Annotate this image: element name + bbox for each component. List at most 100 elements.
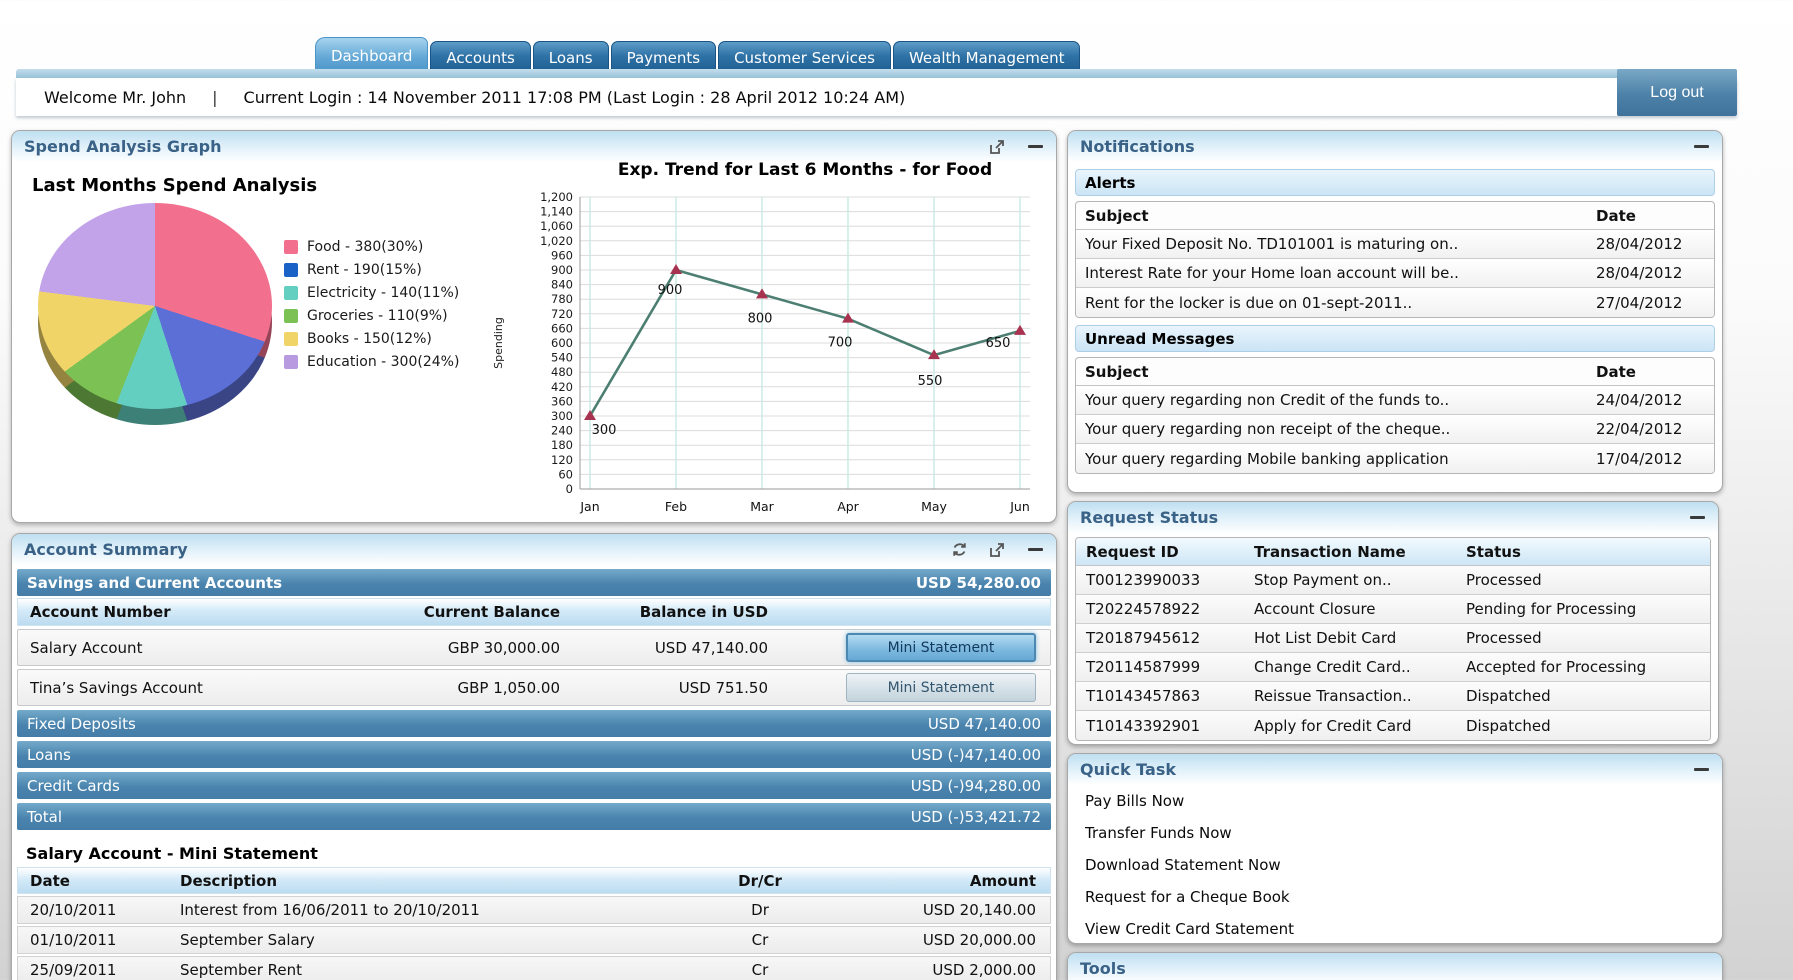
summary-label: Loans <box>27 745 71 764</box>
quick-task-request-for-a-cheque-book[interactable]: Request for a Cheque Book <box>1085 888 1290 906</box>
accounts-table-header: Account Number Current Balance Balance i… <box>17 598 1051 626</box>
svg-text:540: 540 <box>551 351 573 365</box>
quick-task-download-statement-now[interactable]: Download Statement Now <box>1085 856 1281 874</box>
svg-text:Jun: Jun <box>1009 499 1030 514</box>
mini-statement-button[interactable]: Mini Statement <box>846 633 1036 662</box>
col-status: Status <box>1466 542 1521 561</box>
food-swatch <box>284 239 298 254</box>
legend-label: Electricity - 140(11%) <box>307 284 460 301</box>
notification-subject: Interest Rate for your Home loan account… <box>1085 264 1459 282</box>
quick-task-pay-bills-now[interactable]: Pay Bills Now <box>1085 792 1185 810</box>
line-chart: 0601201802403003604204805406006607207808… <box>492 160 1030 514</box>
notifications-table: Subject Date Your query regarding non Cred… <box>1075 357 1715 474</box>
svg-text:Spending: Spending <box>492 317 505 369</box>
mini-statement-button[interactable]: Mini Statement <box>846 673 1036 702</box>
popout-icon[interactable] <box>988 541 1006 559</box>
summary-label: Credit Cards <box>27 776 120 795</box>
pie-chart <box>38 203 274 429</box>
notification-subject: Rent for the locker is due on 01-sept-20… <box>1085 293 1413 312</box>
legend-item: Groceries - 110(9%) <box>284 304 459 327</box>
notification-row: Interest Rate for your Home loan account… <box>1076 259 1714 288</box>
request-status: Processed <box>1466 571 1542 589</box>
request-status: Pending for Processing <box>1466 600 1637 618</box>
collapse-icon[interactable] <box>1692 761 1710 779</box>
stmt-date: 01/10/2011 <box>30 931 117 949</box>
svg-text:1,060: 1,060 <box>540 219 573 233</box>
request-row: T10143392901 Apply for Credit Card Dispatc… <box>1076 711 1710 740</box>
legend-item: Electricity - 140(11%) <box>284 281 459 304</box>
col-account-number: Account Number <box>30 603 171 621</box>
request-row: T10143457863 Reissue Transaction.. Dispatc… <box>1076 682 1710 711</box>
svg-text:800: 800 <box>748 311 773 326</box>
statement-row: 25/09/2011 September Rent Cr USD 2,000.00 <box>17 956 1051 980</box>
svg-text:480: 480 <box>551 365 573 379</box>
tab-loans[interactable]: Loans <box>532 41 609 73</box>
group-amount: USD 54,280.00 <box>915 573 1041 592</box>
stmt-date: 20/10/2011 <box>30 901 117 919</box>
legend-label: Food - 380(30%) <box>307 238 424 255</box>
svg-text:420: 420 <box>551 380 573 394</box>
request-row: T20114587999 Change Credit Card.. Accepted… <box>1076 653 1710 682</box>
summary-amount: USD 47,140.00 <box>927 714 1041 733</box>
col-drcr: Dr/Cr <box>738 871 782 890</box>
quick-task-panel: Quick Task Pay Bills Now Transfer Funds N… <box>1067 753 1723 944</box>
account-name: Salary Account <box>30 638 143 657</box>
stmt-amount: USD 2,000.00 <box>932 961 1036 979</box>
request-status: Dispatched <box>1466 687 1551 705</box>
svg-text:900: 900 <box>658 283 683 298</box>
account-name: Tina’s Savings Account <box>30 678 203 697</box>
stmt-drcr: Cr <box>751 931 769 949</box>
svg-text:300: 300 <box>592 423 617 438</box>
collapse-icon[interactable] <box>1688 509 1706 527</box>
notification-date: 24/04/2012 <box>1596 391 1683 409</box>
request-id: T10143392901 <box>1086 716 1201 735</box>
notification-row: Your query regarding non receipt of the … <box>1076 415 1714 444</box>
tab-customer-services[interactable]: Customer Services <box>718 41 891 73</box>
logout-button[interactable]: Log out <box>1617 69 1737 116</box>
summary-amount: USD (-)94,280.00 <box>910 776 1041 795</box>
notification-date: 28/04/2012 <box>1596 235 1683 253</box>
account-panel-title: Account Summary <box>24 540 188 559</box>
quick-task-transfer-funds-now[interactable]: Transfer Funds Now <box>1085 824 1232 842</box>
legend-item: Education - 300(24%) <box>284 350 459 373</box>
transaction-name: Reissue Transaction.. <box>1254 687 1412 705</box>
tab-wealth-management[interactable]: Wealth Management <box>892 41 1081 73</box>
tab-dashboard[interactable]: Dashboard <box>315 37 429 73</box>
col-date: Date <box>30 871 70 890</box>
svg-text:720: 720 <box>551 307 573 321</box>
request-status-panel: Request Status Request ID Transaction Na… <box>1067 501 1719 745</box>
collapse-icon[interactable] <box>1026 541 1044 559</box>
col-subject: Subject <box>1085 362 1149 381</box>
notification-row: Your query regarding non Credit of the f… <box>1076 386 1714 415</box>
balance-usd: USD 47,140.00 <box>654 638 768 657</box>
request-row: T20224578922 Account Closure Pending for P… <box>1076 595 1710 624</box>
request-row: T20187945612 Hot List Debit Card Processed <box>1076 624 1710 653</box>
tab-accounts[interactable]: Accounts <box>430 41 531 73</box>
col-description: Description <box>180 871 278 890</box>
request-id: T00123990033 <box>1086 571 1201 589</box>
popout-icon[interactable] <box>988 138 1006 156</box>
books-swatch <box>284 331 298 346</box>
summary-amount: USD (-)47,140.00 <box>910 745 1041 764</box>
mini-statement-header: Date Description Dr/Cr Amount <box>17 867 1051 894</box>
collapse-icon[interactable] <box>1692 138 1710 156</box>
transaction-name: Apply for Credit Card <box>1254 716 1412 735</box>
notification-date: 28/04/2012 <box>1596 264 1683 282</box>
svg-text:300: 300 <box>551 409 573 423</box>
notification-date: 22/04/2012 <box>1596 420 1683 438</box>
svg-text:60: 60 <box>558 467 573 481</box>
request-id: T10143457863 <box>1086 687 1201 705</box>
summary-row-loans: Loans USD (-)47,140.00 <box>17 741 1051 768</box>
quick-task-view-credit-card-statement[interactable]: View Credit Card Statement <box>1085 920 1295 938</box>
tab-payments[interactable]: Payments <box>610 41 717 73</box>
col-date: Date <box>1596 206 1636 225</box>
col-transaction-name: Transaction Name <box>1254 542 1406 561</box>
request-status-title: Request Status <box>1080 508 1219 527</box>
refresh-icon[interactable] <box>950 541 968 559</box>
col-date: Date <box>1596 362 1636 381</box>
legend-item: Food - 380(30%) <box>284 235 459 258</box>
svg-text:Apr: Apr <box>837 499 859 514</box>
collapse-icon[interactable] <box>1026 138 1044 156</box>
legend-label: Rent - 190(15%) <box>307 261 422 278</box>
pie-legend: Food - 380(30%) Rent - 190(15%) Electricit… <box>284 235 459 373</box>
